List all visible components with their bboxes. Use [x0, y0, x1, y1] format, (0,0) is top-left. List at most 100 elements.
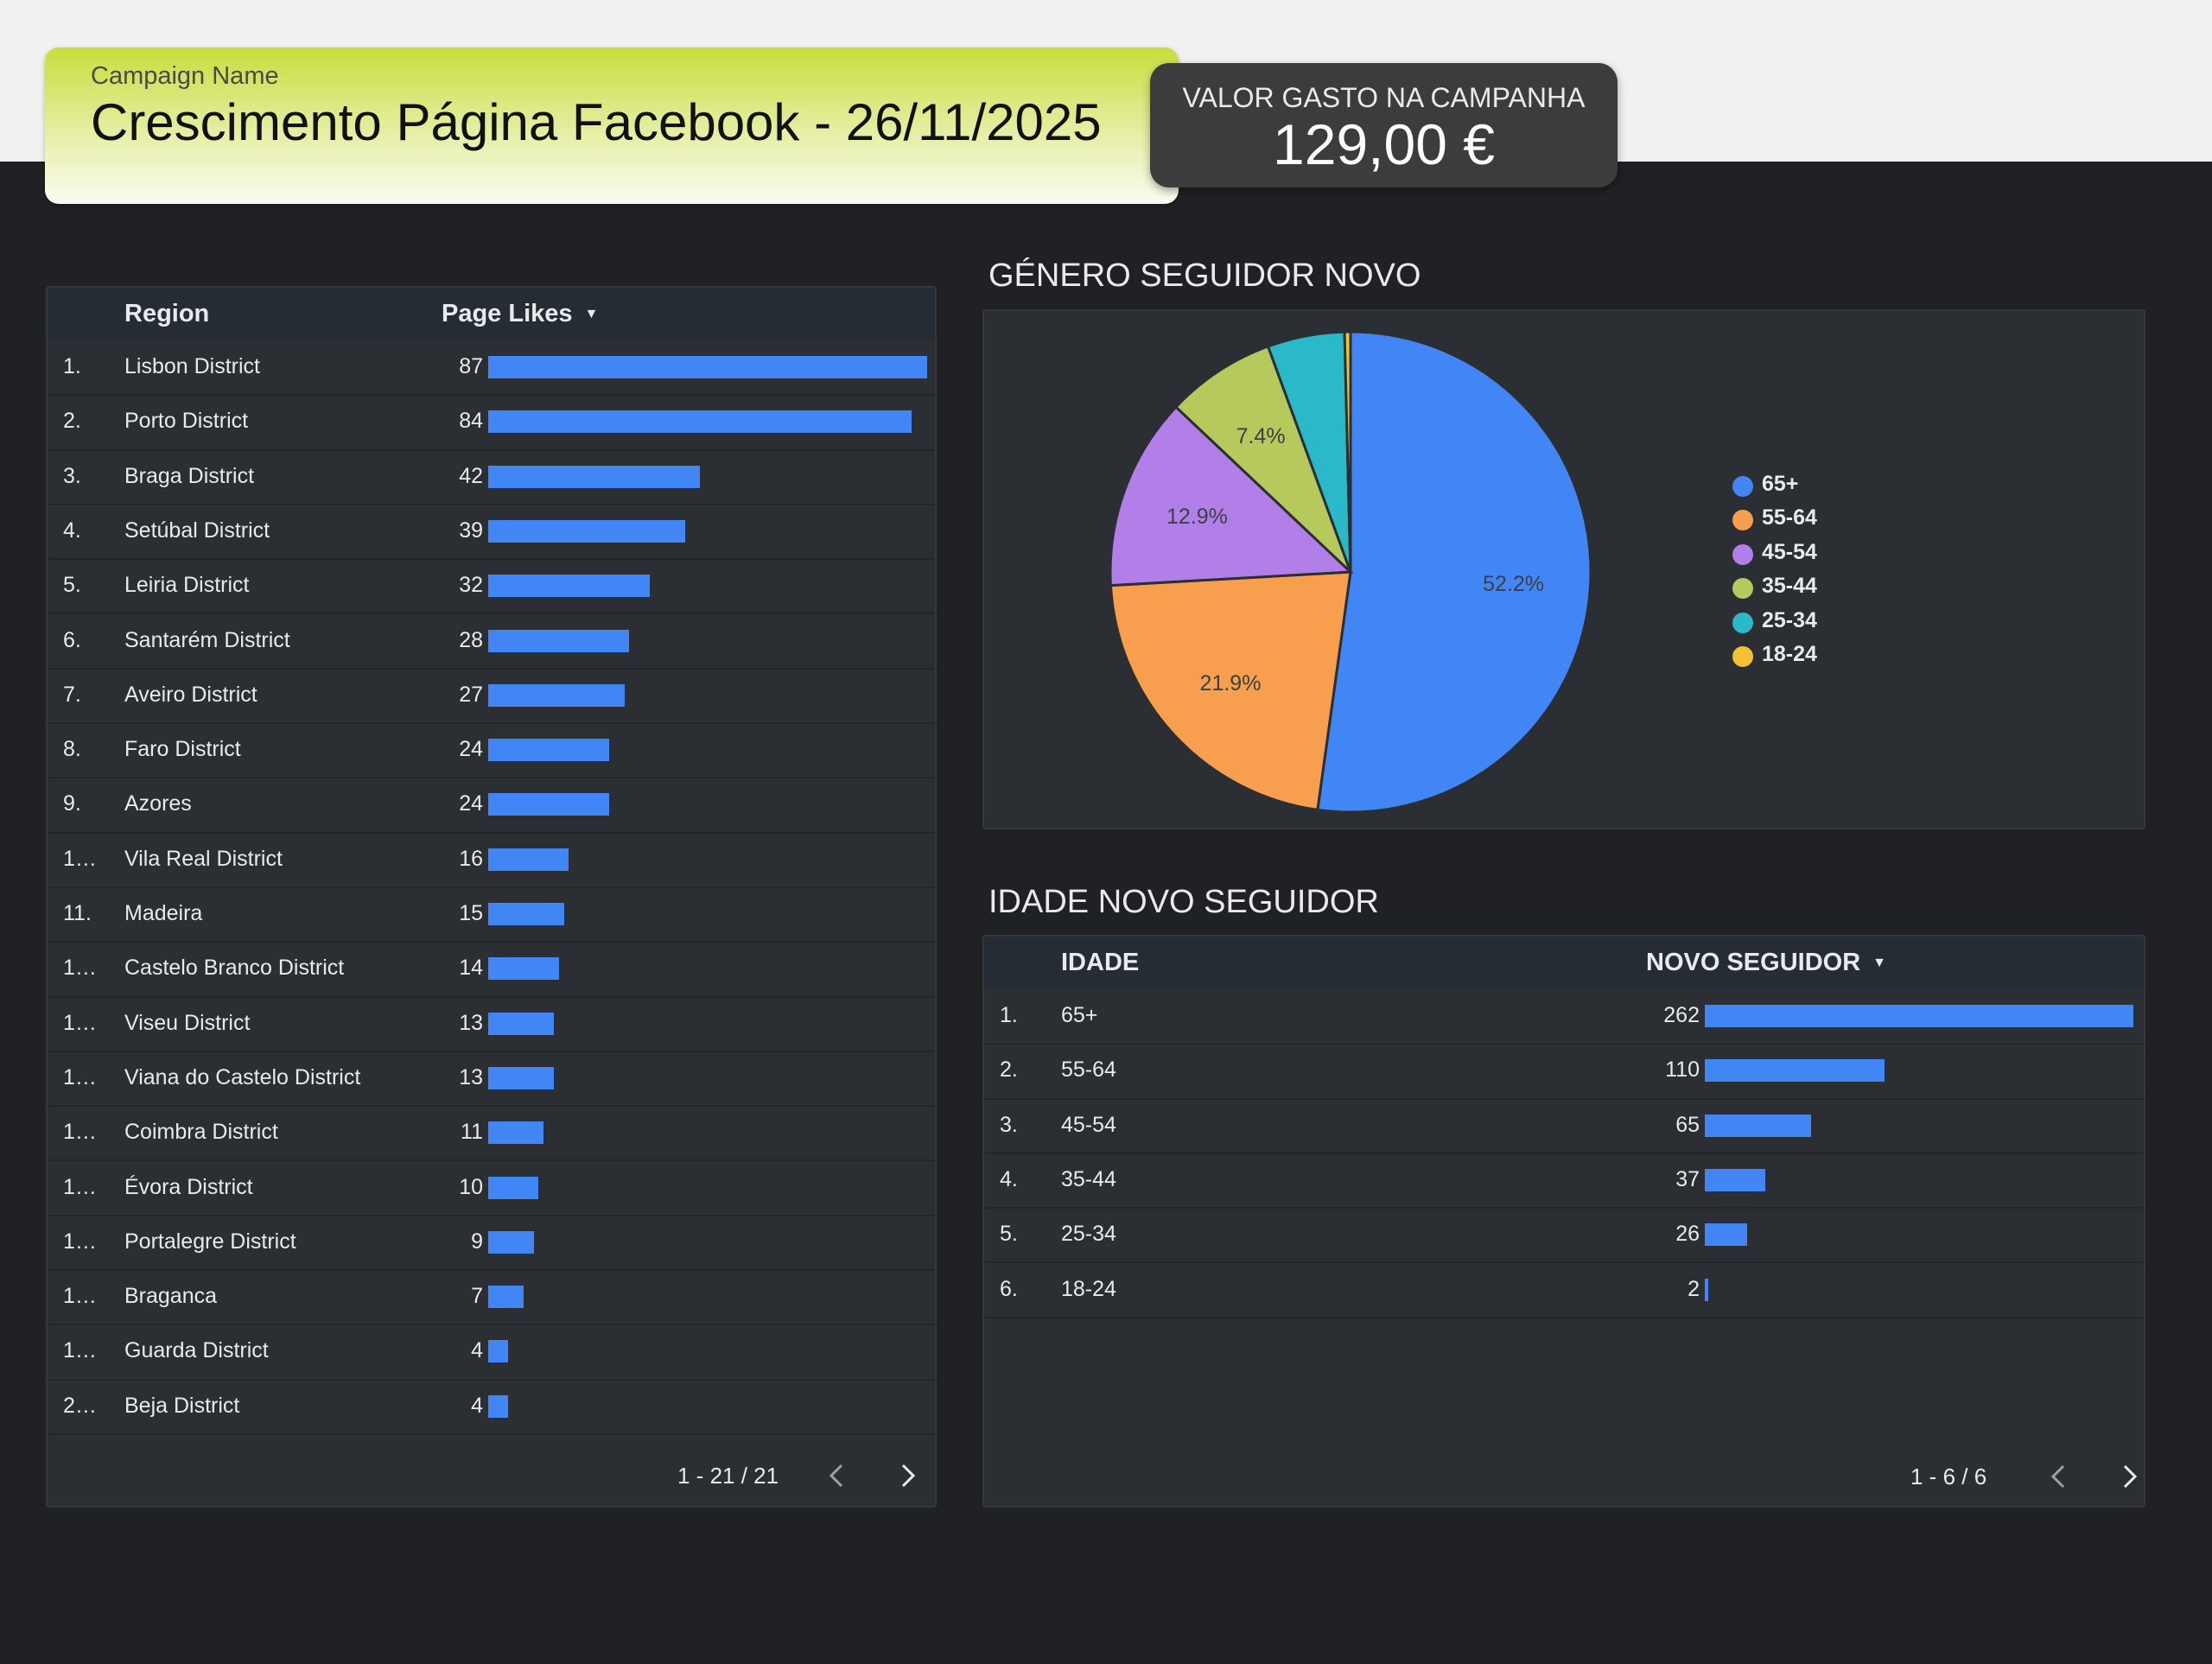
row-value-bar	[488, 793, 609, 816]
table-row[interactable]: 5. 25-34 26	[984, 1207, 2144, 1264]
column-header-region[interactable]: Region	[124, 300, 210, 327]
chevron-right-icon[interactable]	[2112, 1459, 2146, 1494]
table-row[interactable]: 6. 18-24 2	[984, 1262, 2144, 1318]
table-row[interactable]: 8. Faro District 24	[48, 722, 935, 779]
column-header-novo-seguidor[interactable]: NOVO SEGUIDOR ▼	[1646, 949, 1886, 977]
table-row[interactable]: 1… Évora District 10	[48, 1160, 935, 1216]
row-value-bar	[488, 519, 685, 543]
table-row[interactable]: 1… Guarda District 4	[48, 1324, 935, 1381]
row-index: 4.	[63, 518, 81, 543]
row-value-bar	[488, 683, 625, 707]
table-row[interactable]: 3. 45-54 65	[984, 1098, 2144, 1154]
row-value: 87	[459, 354, 483, 378]
table-row[interactable]: 1… Portalegre District 9	[48, 1215, 935, 1272]
table-row[interactable]: 4. 35-44 37	[984, 1153, 2144, 1210]
table-row[interactable]: 1. 65+ 262	[984, 988, 2144, 1045]
table-row[interactable]: 1… Coimbra District 11	[48, 1105, 935, 1162]
row-label: 45-54	[1061, 1112, 1116, 1137]
row-label: 55-64	[1061, 1057, 1116, 1083]
table-row[interactable]: 2. Porto District 84	[48, 394, 935, 451]
row-value: 262	[1663, 1003, 1700, 1027]
row-value: 10	[459, 1174, 483, 1199]
pie-slice-35-44[interactable]	[1173, 344, 1352, 574]
row-label: 35-44	[1061, 1166, 1116, 1191]
row-value-bar	[488, 575, 650, 598]
row-label: Guarda District	[124, 1338, 269, 1363]
row-value: 9	[471, 1229, 483, 1254]
pie-slice-55-64[interactable]	[1109, 570, 1352, 812]
row-label: 25-34	[1061, 1222, 1116, 1247]
row-value: 39	[459, 518, 483, 543]
row-index: 1…	[63, 1120, 97, 1145]
table-row[interactable]: 7. Aveiro District 27	[48, 668, 935, 725]
row-value: 110	[1665, 1057, 1700, 1083]
column-header-page-likes-label: Page Likes	[442, 300, 573, 327]
row-index: 5.	[1000, 1222, 1018, 1247]
chevron-right-icon[interactable]	[890, 1458, 925, 1493]
row-index: 5.	[63, 573, 81, 598]
table-row[interactable]: 2… Beja District 4	[48, 1379, 935, 1435]
spend-value: 129,00 €	[1273, 112, 1495, 176]
table-row[interactable]: 1. Lisbon District 87	[48, 340, 935, 397]
table-row[interactable]: 11. Madeira 15	[48, 886, 935, 943]
legend-label: 18-24	[1762, 642, 1817, 666]
chevron-left-icon[interactable]	[2042, 1459, 2076, 1494]
table-row[interactable]: 6. Santarém District 28	[48, 613, 935, 670]
column-header-idade[interactable]: IDADE	[1061, 949, 1140, 976]
table-row[interactable]: 9. Azores 24	[48, 777, 935, 834]
gender-section-title: GÉNERO SEGUIDOR NOVO	[988, 257, 1421, 294]
pie-slice-65+[interactable]	[1316, 330, 1592, 814]
row-index: 1…	[63, 1010, 97, 1035]
table-row[interactable]: 1… Viana do Castelo District 13	[48, 1051, 935, 1108]
row-value: 42	[459, 463, 483, 488]
row-label: Portalegre District	[124, 1229, 296, 1254]
table-row[interactable]: 1… Braganca 7	[48, 1269, 935, 1326]
row-value-bar	[488, 1012, 554, 1035]
table-row[interactable]: 5. Leiria District 32	[48, 558, 935, 615]
row-label: Viseu District	[124, 1010, 251, 1035]
pie-slice-label: 7.4%	[1236, 424, 1286, 448]
table-row[interactable]: 1… Vila Real District 16	[48, 832, 935, 888]
region-table: Region Page Likes ▼ 1. Lisbon District 87 2.…	[46, 286, 937, 1508]
table-row[interactable]: 1… Viseu District 13	[48, 996, 935, 1052]
legend-swatch	[1732, 612, 1753, 633]
table-row[interactable]: 2. 55-64 110	[984, 1043, 2144, 1100]
row-label: Viana do Castelo District	[124, 1064, 361, 1089]
row-index: 1…	[63, 1284, 97, 1309]
row-index: 3.	[1000, 1112, 1018, 1137]
row-value: 84	[459, 409, 483, 434]
row-value: 24	[459, 737, 483, 762]
pie-slice-label: 21.9%	[1200, 671, 1262, 695]
row-label: 18-24	[1061, 1276, 1116, 1301]
row-value: 13	[459, 1064, 483, 1089]
row-value: 11	[461, 1120, 483, 1145]
legend-swatch	[1732, 476, 1753, 497]
row-value: 24	[459, 791, 483, 816]
row-value-bar	[488, 1066, 554, 1089]
row-label: Castelo Branco District	[124, 956, 345, 981]
pie-slice-45-54[interactable]	[1109, 404, 1354, 587]
row-value-bar	[1705, 1168, 1765, 1191]
region-table-header: Region Page Likes ▼	[48, 288, 935, 340]
row-value-bar	[488, 957, 559, 981]
table-row[interactable]: 1… Castelo Branco District 14	[48, 941, 935, 998]
table-row[interactable]: 3. Braga District 42	[48, 449, 935, 505]
row-index: 4.	[1000, 1166, 1018, 1191]
column-header-page-likes[interactable]: Page Likes ▼	[442, 300, 598, 328]
column-header-novo-seguidor-label: NOVO SEGUIDOR	[1646, 949, 1861, 976]
legend-swatch	[1732, 510, 1753, 531]
row-index: 1…	[63, 846, 97, 871]
row-value-bar	[488, 1394, 508, 1418]
row-value-bar	[488, 1176, 538, 1199]
row-label: Coimbra District	[124, 1120, 278, 1145]
age-section-title: IDADE NOVO SEGUIDOR	[988, 884, 1379, 920]
table-row[interactable]: 4. Setúbal District 39	[48, 504, 935, 561]
campaign-label: Campaign Name	[91, 62, 279, 90]
pie-slice-18-24[interactable]	[1343, 330, 1352, 573]
age-table-header: IDADE NOVO SEGUIDOR ▼	[984, 937, 2144, 988]
age-table: IDADE NOVO SEGUIDOR ▼ 1. 65+ 262 2. 55-64 110 3…	[982, 935, 2145, 1508]
row-label: Porto District	[124, 409, 249, 434]
row-value: 4	[471, 1338, 483, 1363]
chevron-left-icon[interactable]	[820, 1458, 855, 1493]
row-index: 2…	[63, 1393, 97, 1418]
